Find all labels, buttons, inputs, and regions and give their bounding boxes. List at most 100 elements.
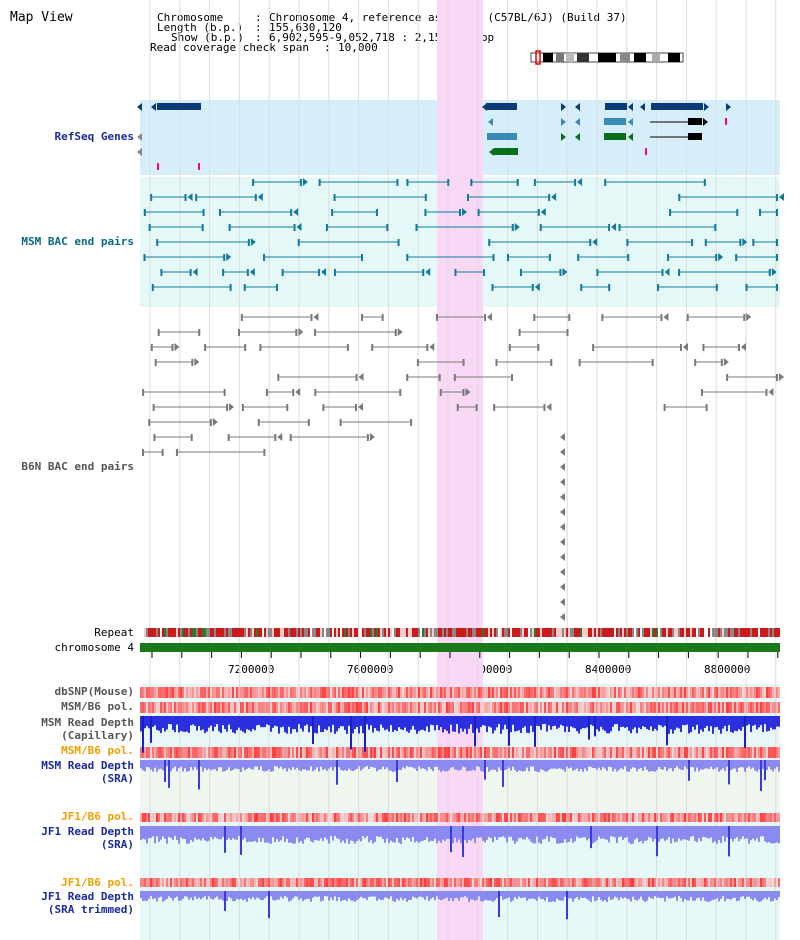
msm-capillary-depth-bar <box>516 716 518 731</box>
bac-end-mark <box>292 389 295 396</box>
jf1-trimmed-depth-bar <box>598 891 600 897</box>
track-label-b6n-bac[interactable]: B6N BAC end pairs <box>21 460 134 473</box>
msm-capillary-depth-bar <box>402 716 404 731</box>
bac-end-mark <box>375 209 378 216</box>
jf1-depth-bar <box>268 826 270 844</box>
jf1-pol-heat <box>444 813 446 822</box>
msm-sra-depth-bar <box>224 760 226 772</box>
jf1-depth-bar <box>594 826 596 843</box>
msm-sra-depth-bar <box>348 760 350 769</box>
msm-pol-heat <box>760 702 762 713</box>
msm-capillary-depth-bar <box>214 716 216 727</box>
jf1-trimmed-depth-bar <box>188 891 190 900</box>
dbsnp-heat <box>726 687 728 698</box>
repeat-element <box>226 628 228 637</box>
jf1-pol-heat <box>406 813 408 822</box>
msm-pol-heat <box>702 702 704 713</box>
track-label-jf1-pol-trimmed[interactable]: JF1/B6 pol. <box>61 876 134 889</box>
msm-pol-sra-heat <box>766 747 768 758</box>
msm-pol-heat <box>428 702 430 713</box>
msm-pol-sra-heat <box>552 747 554 758</box>
jf1-pol-heat <box>602 813 604 822</box>
bac-end-mark <box>191 359 194 366</box>
track-label-msm-pol-sra[interactable]: MSM/B6 pol. <box>61 744 134 757</box>
jf1-trimmed-depth-bar <box>414 891 416 898</box>
msm-pol-heat <box>374 702 376 713</box>
msm-capillary-depth-bar <box>440 716 442 728</box>
dbsnp-heat <box>484 687 486 698</box>
track-label-msm-depth-capillary[interactable]: MSM Read Depth <box>41 716 134 729</box>
msm-capillary-depth-bar <box>642 716 644 727</box>
track-label-msm-depth-sra[interactable]: MSM Read Depth <box>41 759 134 772</box>
msm-pol-heat <box>772 702 774 713</box>
bac-end-mark <box>161 449 164 456</box>
dbsnp-heat <box>204 687 206 698</box>
jf1-depth-bar <box>254 826 256 841</box>
dbsnp-heat <box>282 687 284 698</box>
repeat-element <box>238 628 240 637</box>
msm-capillary-depth-bar <box>546 716 548 732</box>
jf1-trimmed-depth-bar <box>340 891 342 902</box>
dbsnp-heat <box>766 687 768 698</box>
bac-end-mark <box>700 389 703 396</box>
msm-capillary-depth-bar <box>752 716 754 726</box>
jf1-trimmed-depth-bar <box>182 891 184 899</box>
msm-sra-depth-bar <box>282 760 284 770</box>
dbsnp-heat <box>152 687 154 698</box>
track-label-jf1-depth-trimmed[interactable]: JF1 Read Depth <box>41 890 134 903</box>
jf1-depth-bar <box>388 826 390 843</box>
jf1-trimmed-depth-bar <box>644 891 646 902</box>
bac-end-mark <box>331 209 334 216</box>
repeat-element <box>532 628 534 637</box>
jf1-pol-trimmed-heat <box>172 878 174 887</box>
jf1-depth-bar <box>200 826 202 841</box>
dbsnp-heat <box>638 687 640 698</box>
jf1-depth-bar <box>532 826 534 844</box>
msm-capillary-depth-bar <box>548 716 550 726</box>
track-label-jf1-pol[interactable]: JF1/B6 pol. <box>61 810 134 823</box>
jf1-pol-trimmed-heat <box>270 878 272 887</box>
msm-capillary-depth-bar <box>650 716 652 727</box>
msm-sra-depth-bar <box>404 760 406 769</box>
dbsnp-heat <box>430 687 432 698</box>
repeat-element <box>594 628 596 637</box>
repeat-element <box>402 628 404 637</box>
jf1-pol-trimmed-heat <box>702 878 704 887</box>
msm-capillary-depth-bar <box>160 716 162 733</box>
jf1-trimmed-depth-bar <box>508 891 510 898</box>
dbsnp-heat <box>698 687 700 698</box>
jf1-trimmed-depth-bar <box>620 891 622 898</box>
jf1-trimmed-depth-bar <box>554 891 556 902</box>
gene-strand-arrow <box>562 268 568 276</box>
track-label-msm-bac[interactable]: MSM BAC end pairs <box>21 235 134 248</box>
msm-capillary-depth-bar <box>458 716 460 734</box>
dbsnp-heat <box>760 687 762 698</box>
msm-pol-heat <box>584 702 586 713</box>
track-label-dbsnp[interactable]: dbSNP(Mouse) <box>54 685 134 698</box>
msm-pol-heat <box>402 702 404 713</box>
msm-pol-sra-heat <box>402 747 404 758</box>
jf1-pol-trimmed-heat <box>560 878 562 887</box>
track-label-msm-pol-capillary[interactable]: MSM/B6 pol. <box>61 700 134 713</box>
jf1-pol-trimmed-heat <box>732 878 734 887</box>
msm-pol-sra-heat <box>536 747 538 758</box>
track-label-jf1-depth[interactable]: JF1 Read Depth <box>41 825 134 838</box>
jf1-pol-heat <box>210 813 212 822</box>
msm-pol-sra-heat <box>778 747 780 758</box>
bac-end-mark <box>511 224 514 231</box>
msm-capillary-depth-bar <box>742 716 744 727</box>
repeat-element <box>388 628 390 637</box>
dbsnp-heat <box>700 687 702 698</box>
jf1-trimmed-depth-bar <box>540 891 542 900</box>
msm-pol-sra-heat <box>256 747 258 758</box>
msm-capillary-depth-bar <box>534 716 536 747</box>
jf1-pol-heat <box>324 813 326 822</box>
repeat-element <box>450 628 452 637</box>
jf1-depth-bar <box>146 826 148 844</box>
msm-pol-sra-heat <box>340 747 342 758</box>
jf1-pol-heat <box>642 813 644 822</box>
msm-sra-depth-bar <box>250 760 252 769</box>
dbsnp-heat <box>462 687 464 698</box>
track-label-refseq[interactable]: RefSeq Genes <box>54 130 134 143</box>
bac-end-mark <box>435 314 438 321</box>
